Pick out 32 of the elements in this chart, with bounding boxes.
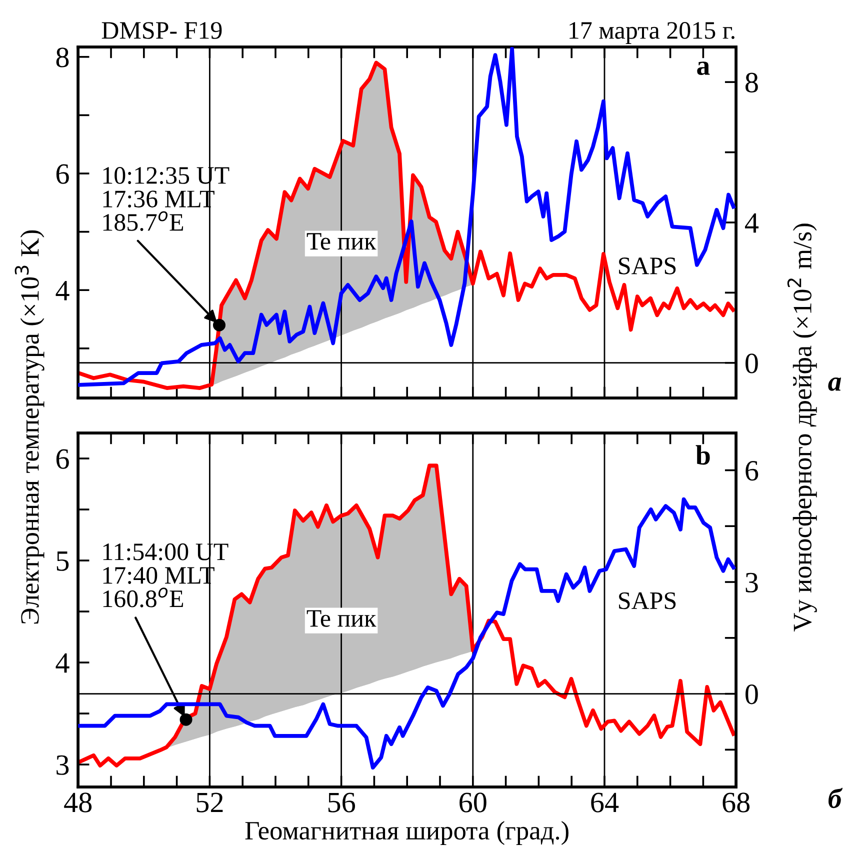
chart-title: DMSP- F19 [102,22,222,39]
y2-tick-label: 3 [746,572,758,592]
x-tick-label: 48 [64,792,92,812]
y-tick-label: 4 [56,281,70,300]
x-tick-label: 64 [591,792,619,812]
y2-tick-label: 8 [746,72,758,92]
x-tick-label: 60 [460,792,486,812]
text: а [828,378,842,391]
text: б [828,788,843,808]
x-tick-label: 68 [722,792,750,812]
x-axis-title: Геомагнитная широта (град.) [245,821,568,845]
y2-tick-label: 4 [744,213,759,233]
y2-tick-label: 0 [746,684,758,704]
y-tick-label: 6 [56,449,69,469]
y-axis-title: Электронная температура (×10$^{3}$ K) [14,230,44,624]
annotation: b [696,445,710,465]
y-tick-label: 6 [56,164,69,184]
annotation: Te пик [306,233,376,250]
y-tick-label: 8 [56,48,69,68]
y-tick-label: 5 [56,552,69,571]
y-tick-label: 3 [56,755,69,775]
y-tick-label: 4 [56,653,70,673]
x-tick-label: 56 [328,792,356,812]
x-tick-label: 52 [196,792,223,812]
y2-axis-title: Vy ионосферного дрейфа (×10$^{2}$ m/s) [787,224,817,632]
annotation: a [697,62,710,75]
y2-tick-label: 0 [746,354,758,374]
y2-tick-label: 6 [746,461,758,481]
annotation: Te пик [306,610,376,627]
annotation: SAPS [619,592,676,610]
annotation: SAPS [619,258,676,274]
chart-subtitle: 17 марта 2015 г. [570,22,734,44]
